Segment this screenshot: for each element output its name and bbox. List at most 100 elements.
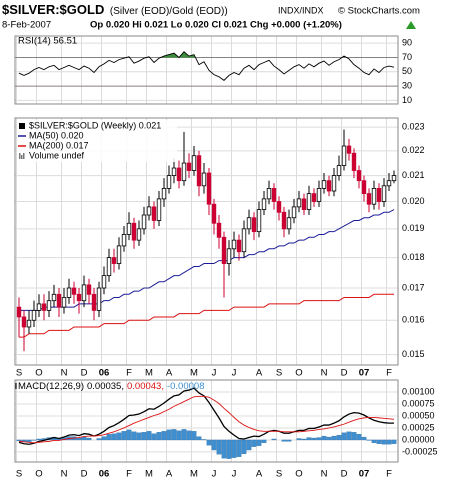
histogram-bar — [261, 439, 267, 443]
histogram-bar — [256, 439, 262, 446]
candle-body — [56, 293, 62, 308]
y-tick-label: 0.00100 — [402, 386, 435, 396]
y-tick-label: 0.00075 — [402, 398, 435, 408]
legend-label: 0.00043, — [127, 381, 164, 392]
candle-body — [221, 236, 227, 264]
x-tick-label: F — [126, 368, 132, 379]
candle-body — [306, 193, 312, 210]
legend-label: -0.00008 — [167, 381, 205, 392]
candle-body — [226, 248, 232, 264]
histogram-bar — [241, 439, 247, 454]
panel-border — [14, 35, 399, 105]
y-tick-label: -0.00025 — [402, 446, 438, 456]
histogram-bar — [81, 436, 87, 441]
macd-line — [18, 395, 395, 444]
overbought-fill — [126, 51, 347, 58]
histogram-bar — [351, 432, 357, 441]
candle-body — [161, 188, 167, 200]
candle-body — [31, 309, 37, 321]
candle-body — [286, 217, 292, 230]
x-tick-label: J — [232, 469, 237, 480]
candle-body — [71, 287, 77, 295]
y-tick-label: 0.019 — [402, 223, 425, 233]
histogram-bar — [341, 432, 347, 441]
y-tick-label: 90 — [402, 38, 412, 48]
y-tick-label: 0.023 — [402, 122, 425, 132]
y-tick-label: 0.00050 — [402, 410, 435, 420]
candle-body — [386, 180, 392, 187]
candle-body — [261, 198, 267, 210]
histogram-bar — [391, 439, 397, 444]
candle-body — [41, 303, 47, 311]
x-tick-label: O — [295, 469, 302, 480]
x-tick-label: N — [61, 368, 68, 379]
histogram-bar — [176, 430, 182, 441]
histogram-bar — [116, 432, 122, 441]
candle-body — [296, 198, 302, 208]
candle-body — [346, 145, 352, 154]
candle-body — [186, 162, 192, 171]
histogram-bar — [151, 433, 157, 441]
candle-body — [326, 180, 332, 192]
candle-body — [241, 228, 247, 253]
candle-body — [276, 201, 282, 213]
symbol: $SILVER:$GOLD — [2, 2, 104, 17]
candle-body — [111, 257, 117, 264]
candle-body — [231, 239, 237, 250]
histogram-bar — [86, 437, 92, 441]
candle-body — [96, 287, 102, 311]
y-tick-label: 0.020 — [402, 196, 425, 206]
candle-body — [301, 198, 307, 210]
candle-body — [246, 217, 252, 230]
y-tick-label: 0.00000 — [402, 434, 435, 444]
candle-body — [366, 193, 372, 205]
x-tick-label: A — [166, 368, 173, 379]
x-tick-label: D — [81, 469, 88, 480]
candle-body — [311, 193, 317, 202]
legend-bg — [17, 120, 177, 162]
candle-body — [356, 170, 362, 182]
histogram-bar — [216, 439, 222, 455]
moving-average — [19, 293, 394, 338]
quote: Op 0.020 Hi 0.021 Lo 0.020 Cl 0.021 Chg … — [90, 20, 342, 31]
candle-body — [361, 180, 367, 195]
histogram-bar — [381, 439, 387, 445]
candle-body — [266, 188, 272, 200]
oversold-fill — [19, 86, 394, 87]
candle-body — [126, 222, 132, 235]
histogram-bar — [196, 436, 202, 441]
candle-body — [36, 303, 42, 311]
legend-swatch — [23, 153, 25, 159]
rsi-label: RSI(14) 56.51 — [18, 36, 77, 47]
x-tick-label: D — [341, 368, 348, 379]
x-tick-label: O — [35, 368, 42, 379]
histogram-bar — [166, 429, 172, 441]
histogram-bar — [271, 438, 277, 441]
candle-body — [251, 217, 257, 233]
histogram-bar — [356, 434, 362, 441]
x-tick-label: F — [386, 469, 392, 480]
x-tick-label: A — [256, 368, 263, 379]
x-tick-label: N — [321, 469, 328, 480]
x-tick-label: J — [232, 368, 237, 379]
candle-body — [136, 228, 142, 241]
histogram-bar — [346, 431, 352, 441]
histogram-bar — [336, 434, 342, 441]
up-arrow — [406, 21, 416, 29]
x-tick-label: O — [295, 368, 302, 379]
x-tick-label: A — [166, 469, 173, 480]
x-tick-label: M — [145, 368, 153, 379]
macd-legend: MACD(12,26,9) 0.00035, 0.00043, -0.00008 — [18, 381, 204, 392]
histogram-bar — [106, 434, 112, 441]
legend-label: MA(50) 0.020 — [29, 130, 84, 140]
histogram-bar — [26, 439, 32, 443]
candle-body — [191, 155, 197, 171]
histogram-bar — [171, 429, 177, 441]
histogram-bar — [371, 439, 377, 443]
candle-body — [176, 167, 182, 182]
candle-body — [201, 172, 207, 187]
histogram-bar — [296, 438, 302, 441]
header-line: $SILVER:$GOLD (Silver (EOD)/Gold (EOD)) — [2, 2, 228, 17]
moving-average — [19, 209, 395, 311]
